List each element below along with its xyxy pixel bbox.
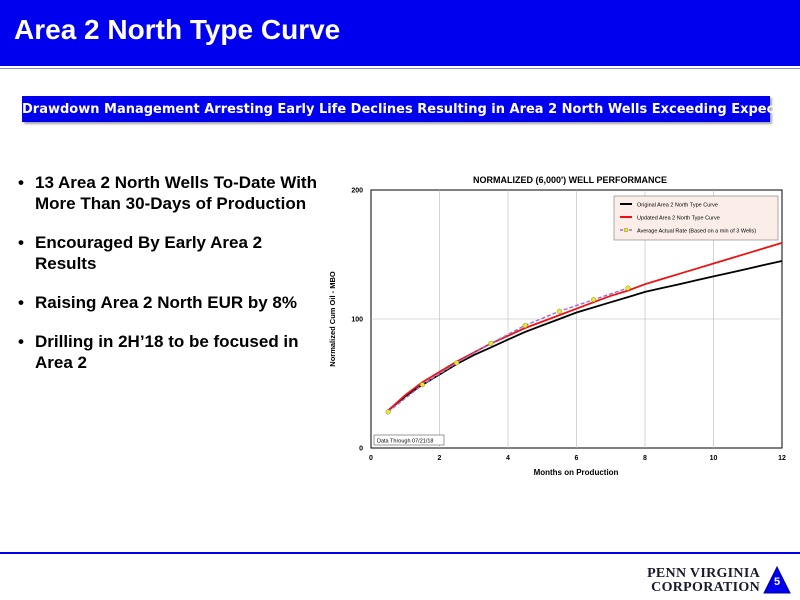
x-axis-label: Months on Production	[534, 468, 619, 477]
slide-header: Area 2 North Type Curve	[0, 0, 800, 66]
footer-divider	[0, 552, 800, 554]
legend: Original Area 2 North Type Curve Updated…	[613, 195, 779, 241]
header-divider	[0, 68, 800, 69]
y-tick-label: 200	[351, 188, 363, 195]
actual-data-point	[625, 285, 631, 291]
bullet-text: Raising Area 2 North EUR by 8%	[35, 293, 297, 312]
slide-title: Area 2 North Type Curve	[14, 14, 341, 45]
axis-ticks: 0 2 4 6 8 10 12 0 100 200	[351, 188, 786, 463]
legend-label-updated: Updated Area 2 North Type Curve	[637, 216, 720, 222]
bullet-list: • 13 Area 2 North Wells To-Date With More…	[18, 172, 318, 391]
series-layer	[385, 242, 783, 415]
bullet-text: 13 Area 2 North Wells To-Date With More …	[35, 173, 317, 213]
x-tick-label: 0	[369, 455, 373, 462]
annotation-box	[373, 434, 445, 446]
actual-data-point	[522, 322, 528, 328]
x-tick-label: 10	[710, 455, 718, 462]
legend-label-actual: Average Actual Rate (Based on a min of 3…	[637, 229, 756, 235]
actual-data-point	[385, 409, 391, 415]
x-tick-label: 8	[643, 455, 647, 462]
bullet-text: Encouraged By Early Area 2 Results	[35, 233, 263, 273]
legend-label-original: Original Area 2 North Type Curve	[637, 203, 718, 209]
x-tick-label: 4	[506, 455, 510, 462]
bullet-item: • Raising Area 2 North EUR by 8%	[18, 292, 318, 313]
x-tick-label: 2	[438, 455, 442, 462]
bullet-dot: •	[18, 173, 24, 192]
actual-data-point	[556, 308, 562, 314]
banner-text: Drawdown Management Arresting Early Life…	[22, 102, 800, 117]
logo-line-1: PENN VIRGINIA	[647, 566, 760, 581]
logo-line-2: CORPORATION	[651, 580, 760, 595]
bullet-dot: •	[18, 233, 24, 252]
actual-data-point	[419, 382, 425, 388]
actual-data-point	[591, 297, 597, 303]
chart-title: NORMALIZED (6,000') WELL PERFORMANCE	[473, 175, 667, 185]
bullet-item: • 13 Area 2 North Wells To-Date With More…	[18, 172, 318, 214]
bullet-item: • Encouraged By Early Area 2 Results	[18, 232, 318, 274]
y-tick-label: 100	[351, 317, 363, 324]
annotation-text: Data Through 07/21/18	[377, 439, 433, 445]
bullet-item: • Drilling in 2H’18 to be focused in Area…	[18, 331, 318, 373]
well-performance-chart: NORMALIZED (6,000') WELL PERFORMANCE 0 2 4…	[328, 175, 786, 477]
bullet-dot: •	[18, 332, 24, 351]
series-line-2	[387, 287, 629, 413]
x-tick-label: 12	[778, 455, 786, 462]
x-tick-label: 6	[575, 455, 579, 462]
actual-data-point	[488, 340, 494, 347]
y-tick-label: 0	[359, 446, 363, 453]
page-badge-icon	[763, 566, 791, 594]
actual-data-point	[454, 360, 460, 366]
bullet-text: Drilling in 2H’18 to be focused in Area …	[35, 332, 299, 372]
data-through-annotation: Data Through 07/21/18	[373, 434, 445, 446]
series-line-1	[387, 242, 783, 412]
company-logo: PENN VIRGINIA CORPORATION	[647, 567, 760, 595]
bullet-dot: •	[18, 293, 24, 312]
series-line-0	[387, 260, 783, 412]
page-number: 5	[773, 576, 781, 588]
legend-marker-actual	[623, 227, 629, 233]
banner: Drawdown Management Arresting Early Life…	[22, 96, 800, 122]
legend-box	[613, 195, 779, 241]
y-axis-label: Normalized Cum Oil - MBO	[328, 271, 337, 367]
